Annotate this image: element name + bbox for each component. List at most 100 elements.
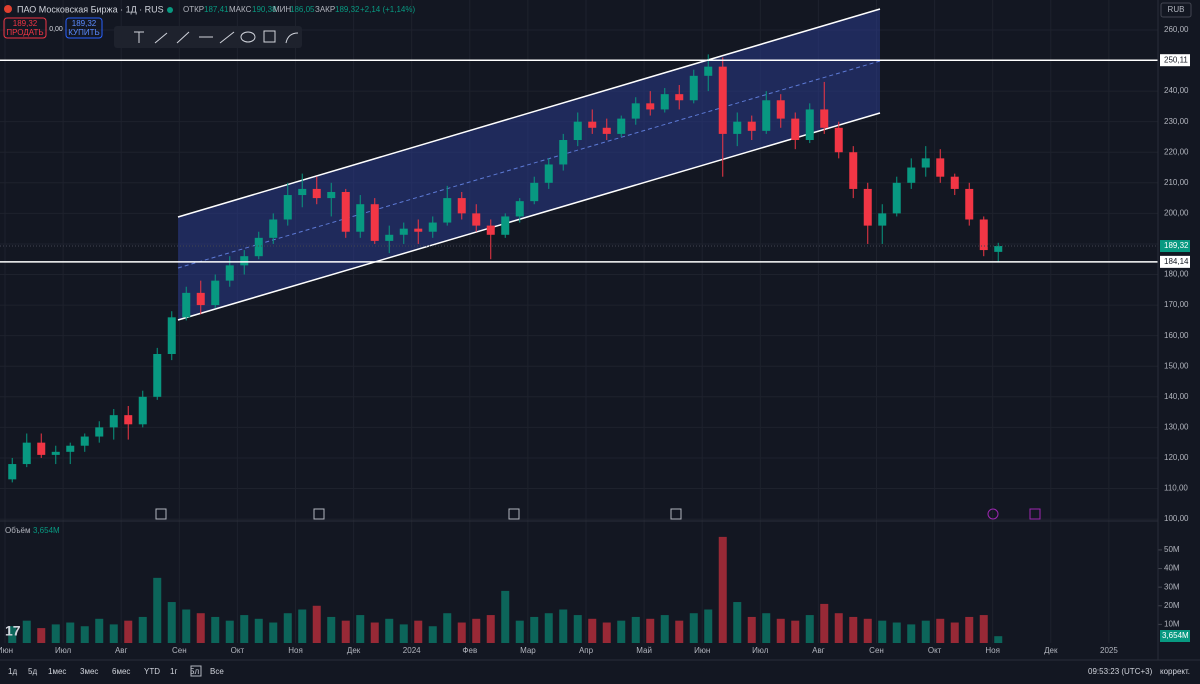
y-tick-label: 200,00 — [1164, 208, 1189, 217]
volume-bar — [457, 622, 466, 643]
candle-body — [8, 464, 17, 480]
volume-bar — [863, 618, 872, 643]
candle-body — [878, 213, 887, 226]
candle-body — [138, 396, 147, 425]
volume-tag-label: 3,654M — [1162, 631, 1189, 640]
volume-bar — [544, 613, 553, 643]
x-tick-label: Июн — [0, 646, 13, 655]
y-tick-label: 140,00 — [1164, 392, 1189, 401]
x-tick-label: Фев — [462, 646, 477, 655]
volume-bar — [762, 613, 771, 643]
candle-body — [950, 176, 959, 189]
volume-bar — [240, 615, 249, 643]
volume-bar — [704, 609, 713, 643]
candle-body — [559, 140, 568, 165]
volume-bar — [182, 609, 191, 643]
x-tick-label: Июл — [752, 646, 769, 655]
volume-bar — [138, 616, 147, 643]
candle-body — [51, 451, 60, 455]
range-button[interactable]: 1д — [8, 667, 17, 676]
volume-bar — [689, 613, 698, 643]
candle-body — [544, 164, 553, 183]
tv-logo: 17 — [5, 623, 21, 639]
volume-value: 3,654M — [33, 526, 60, 535]
range-button[interactable]: Все — [210, 667, 224, 676]
volume-bar — [921, 620, 930, 643]
candle-body — [588, 121, 597, 128]
range-button[interactable]: 5д — [28, 667, 37, 676]
candle-body — [370, 204, 379, 241]
buy-price: 189,32 — [72, 19, 97, 28]
candle-body — [776, 100, 785, 119]
volume-bar — [718, 536, 727, 643]
y-tick-label: 230,00 — [1164, 117, 1189, 126]
volume-bar — [327, 616, 336, 643]
y-tick-label: 100,00 — [1164, 514, 1189, 523]
volume-bar — [631, 616, 640, 643]
x-tick-label: Сен — [172, 646, 187, 655]
range-button[interactable]: 5л — [190, 667, 199, 676]
x-tick-label: Июл — [55, 646, 72, 655]
x-tick-label: Апр — [579, 646, 594, 655]
candle-body — [196, 292, 205, 306]
y-tick-label: 110,00 — [1164, 484, 1188, 493]
buy-button[interactable] — [65, 17, 103, 39]
x-tick-label: Сен — [869, 646, 884, 655]
volume-bar — [501, 590, 510, 643]
candle-body — [907, 167, 916, 183]
candle-body — [805, 109, 814, 141]
volume-bar — [791, 620, 800, 643]
volume-bar — [936, 618, 945, 643]
candle-body — [225, 265, 234, 281]
currency: RUB — [1168, 5, 1185, 14]
calendar-icon[interactable] — [190, 665, 202, 677]
label: МАКС — [229, 5, 252, 14]
candle-body — [515, 201, 524, 217]
y-tick-label: 210,00 — [1164, 178, 1189, 187]
candle-body — [22, 442, 31, 465]
range-button[interactable]: 1мес — [48, 667, 66, 676]
volume-bar — [167, 602, 176, 643]
currency-box[interactable] — [1160, 2, 1192, 18]
volume-bar — [124, 620, 133, 643]
range-button[interactable]: 1г — [170, 667, 177, 676]
volume-bar — [892, 622, 901, 643]
volume-bar — [646, 618, 655, 643]
label: МИН — [273, 5, 291, 14]
volume-bar — [515, 620, 524, 643]
x-tick-label: Ноя — [985, 646, 1000, 655]
level-label: 184,14 — [1164, 257, 1189, 266]
candle-body — [617, 118, 626, 134]
range-button[interactable]: 3мес — [80, 667, 98, 676]
candle-body — [95, 427, 104, 437]
candle-body — [631, 103, 640, 119]
status — [167, 7, 173, 13]
volume-bar — [486, 615, 495, 643]
candle-body — [849, 152, 858, 189]
label: ЗАКР — [315, 5, 335, 14]
volume-bar — [312, 605, 321, 643]
volume-bar — [211, 616, 220, 643]
candle-body — [602, 127, 611, 134]
candle-body — [573, 121, 582, 141]
candle-body — [762, 100, 771, 131]
candle-body — [153, 354, 162, 397]
tool-icons — [134, 30, 299, 44]
x-tick-label: Май — [636, 646, 652, 655]
range-button[interactable]: YTD — [144, 667, 160, 676]
sell-button[interactable] — [3, 17, 47, 39]
candle-body — [428, 222, 437, 232]
candle-body — [167, 317, 176, 355]
y-tick-label: 120,00 — [1164, 453, 1189, 462]
y-tick-label: 180,00 — [1164, 270, 1189, 279]
volume-bar — [675, 620, 684, 643]
adjust[interactable]: коррект. — [1160, 667, 1190, 676]
y2-tick-label: 10M — [1164, 619, 1180, 628]
volume-bar — [254, 618, 263, 643]
y2-tick-label: 20M — [1164, 601, 1180, 610]
candle-body — [646, 103, 655, 110]
candle-body — [240, 256, 249, 266]
x-tick-label: Окт — [231, 646, 245, 655]
range-button[interactable]: 6мес — [112, 667, 130, 676]
volume-bar — [196, 613, 205, 643]
